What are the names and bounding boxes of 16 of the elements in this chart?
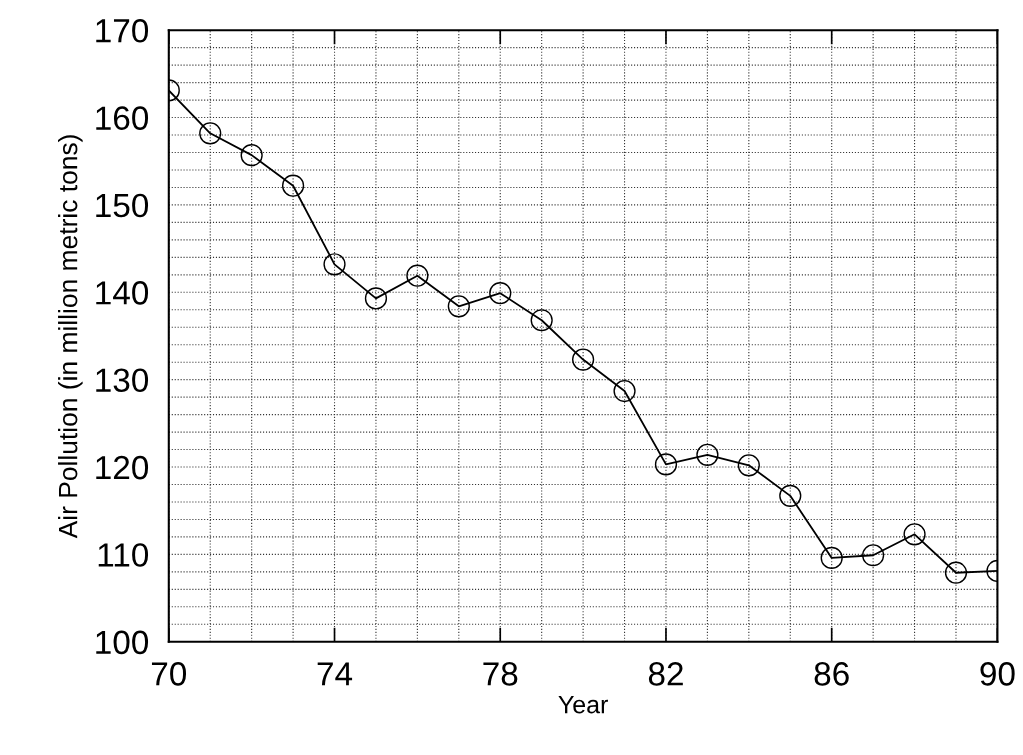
x-tick-label: 78 bbox=[483, 662, 518, 686]
y-tick-label: 120 bbox=[96, 455, 149, 480]
x-tick-label: 70 bbox=[151, 662, 187, 686]
y-tick-label: 150 bbox=[96, 193, 149, 218]
x-tick-label: 74 bbox=[317, 662, 353, 686]
x-axis-title: Year bbox=[558, 695, 608, 714]
x-tick-label: 90 bbox=[980, 662, 1015, 686]
y-tick-label: 100 bbox=[96, 630, 149, 655]
y-tick-label: 170 bbox=[96, 19, 149, 43]
y-axis-title: Air Pollution (in million metric tons) bbox=[58, 135, 83, 539]
y-tick-label: 140 bbox=[96, 281, 149, 305]
x-tick-label: 86 bbox=[814, 662, 849, 686]
y-tick-label: 110 bbox=[98, 543, 149, 567]
x-tick-label: 82 bbox=[648, 662, 683, 686]
y-tick-label: 160 bbox=[96, 106, 149, 130]
y-tick-label: 130 bbox=[96, 368, 149, 393]
